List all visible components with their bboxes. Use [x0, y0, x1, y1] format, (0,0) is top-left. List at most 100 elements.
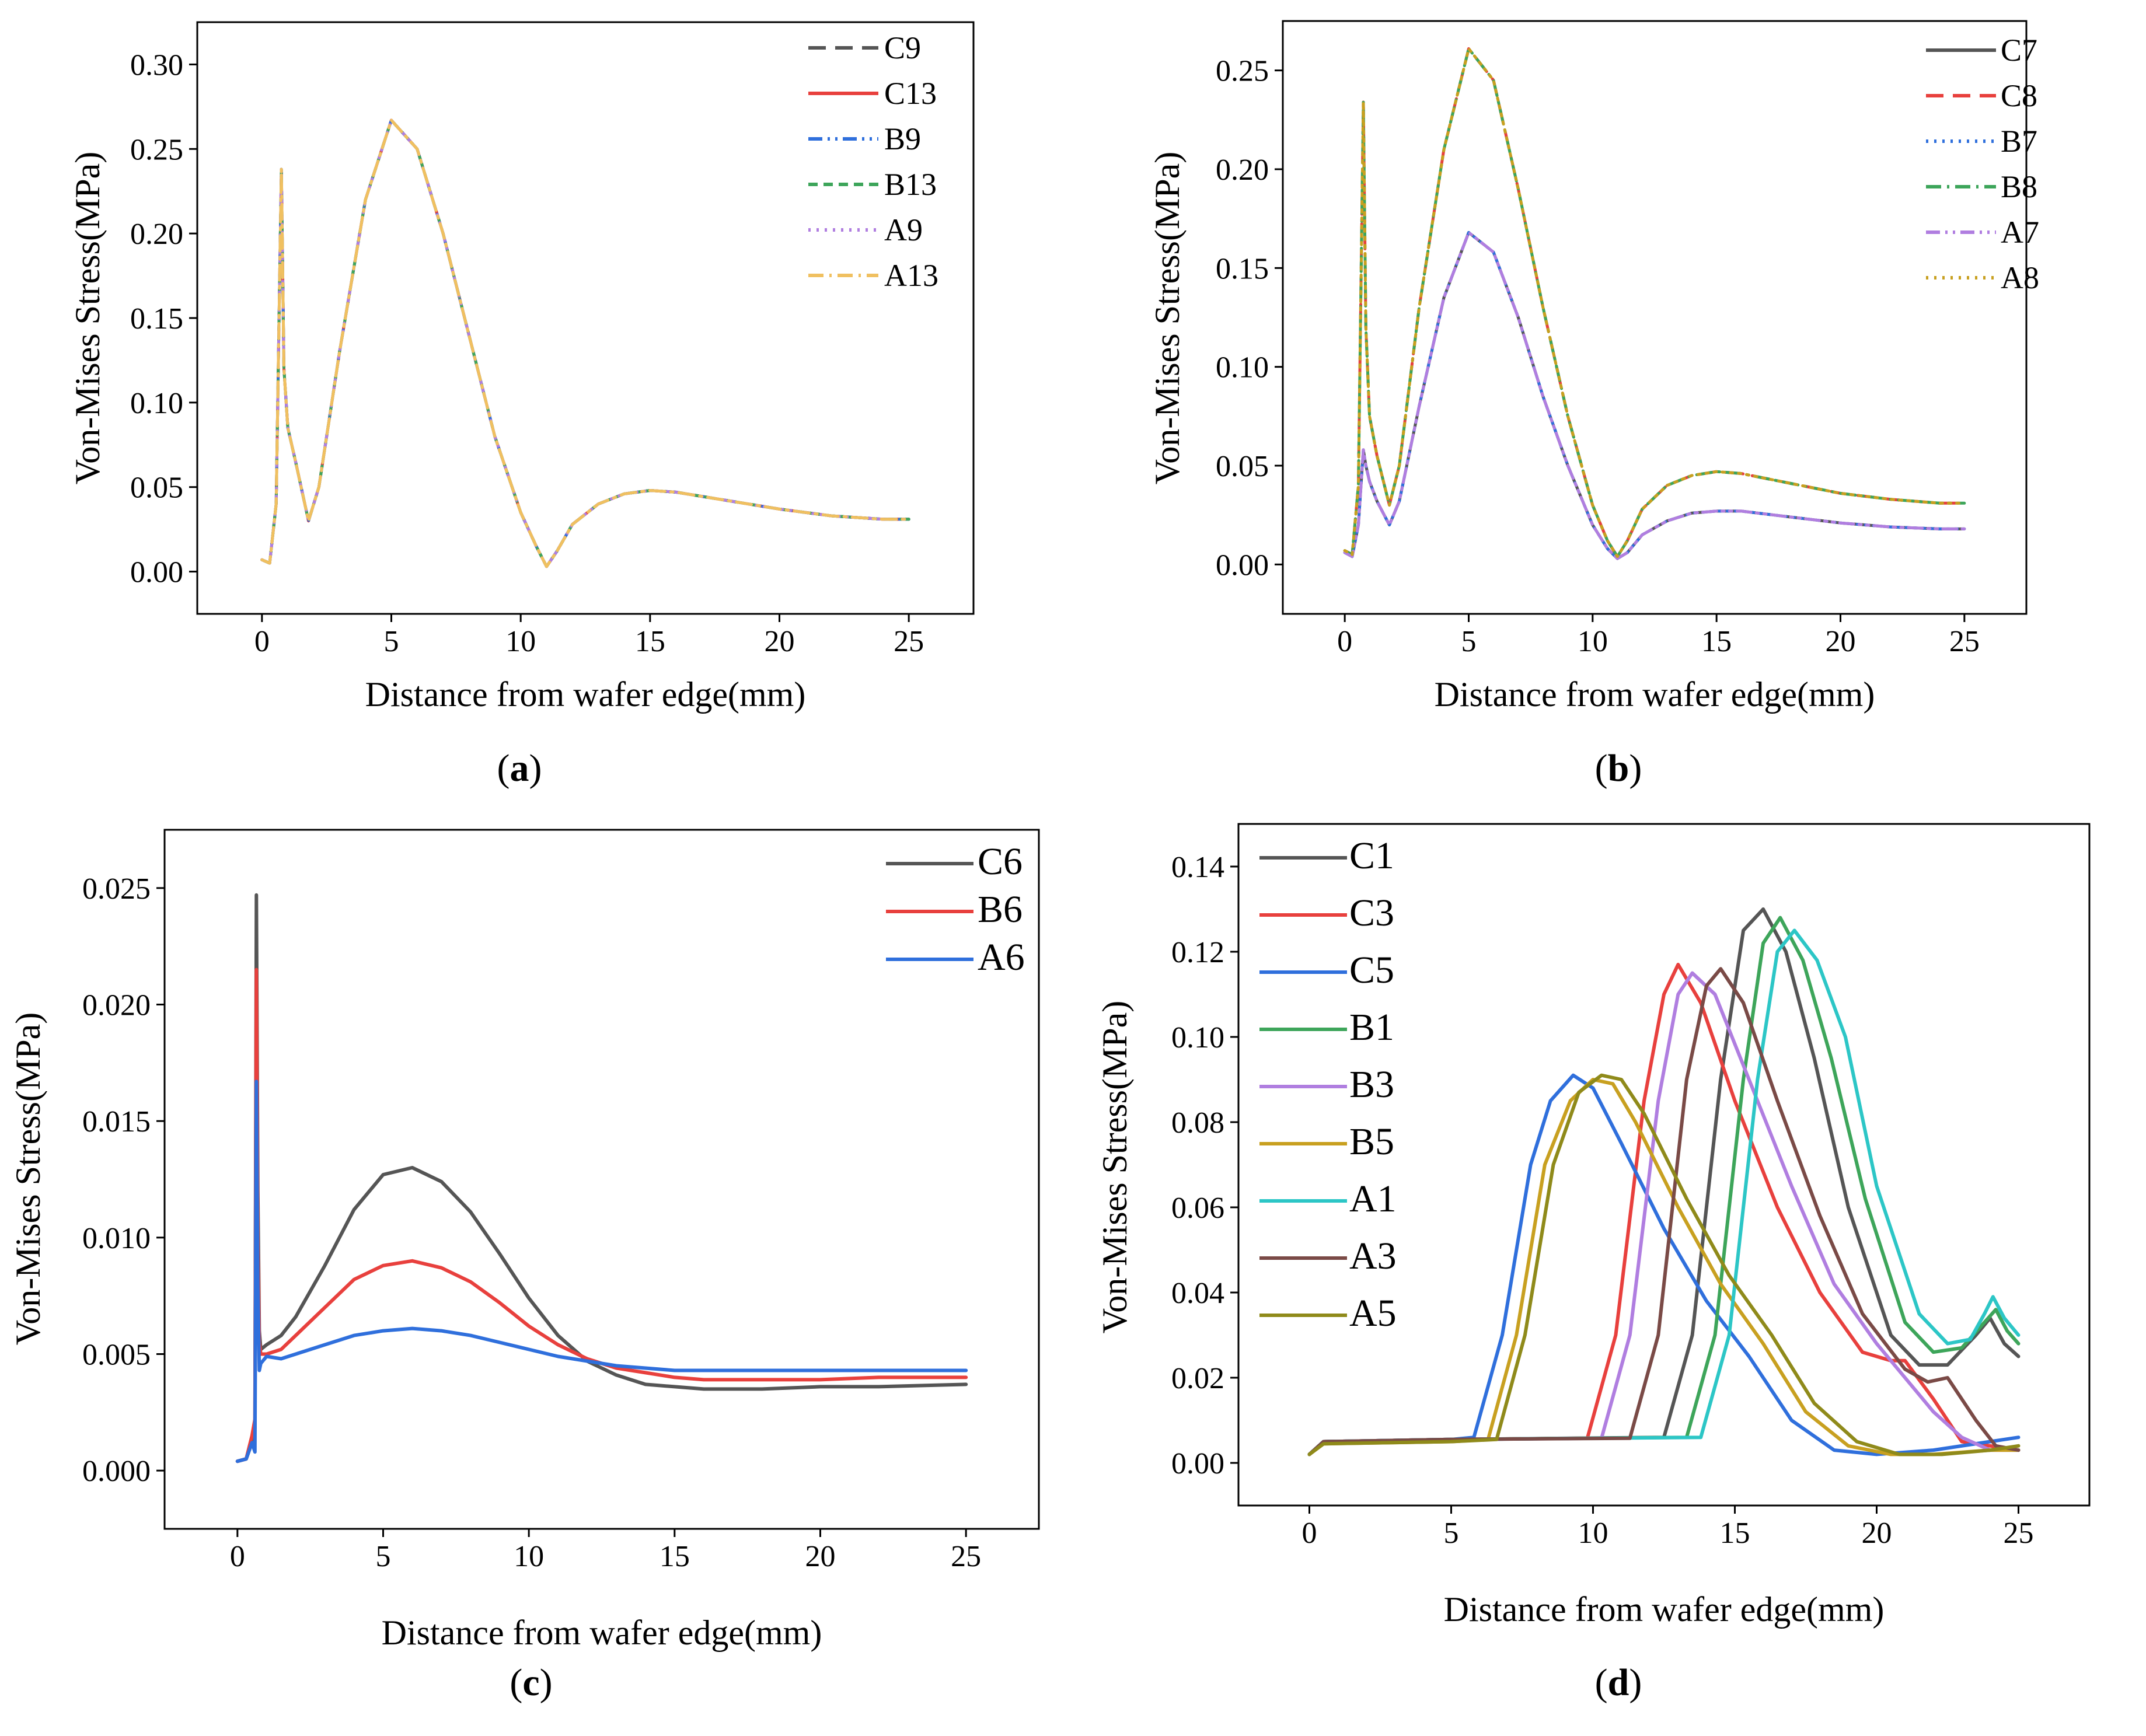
- plot-frame: [1237, 823, 2091, 1507]
- x-tick-label: 0: [254, 625, 270, 658]
- y-tick-label: 0.025: [82, 872, 151, 906]
- y-axis-label: Von-Mises Stress(MPa): [9, 1012, 47, 1346]
- y-tick-label: 0.10: [1216, 351, 1269, 385]
- y-tick-label: 0.30: [130, 48, 183, 82]
- y-tick-label: 0.25: [130, 133, 183, 166]
- legend: C9 C13 B9 B13 A9 A13: [808, 30, 938, 293]
- x-tick-label: 5: [384, 625, 399, 658]
- y-tick-label: 0.02: [1171, 1362, 1224, 1395]
- series-line-C5: [1307, 1073, 2021, 1456]
- x-tick-label: 20: [1826, 625, 1856, 658]
- y-tick-label: 0.08: [1171, 1106, 1224, 1140]
- caption-paren-open: (: [1595, 747, 1608, 790]
- x-tick-label: 5: [376, 1540, 391, 1573]
- x-tick-label: 15: [659, 1540, 690, 1573]
- legend-label-B6: B6: [978, 888, 1023, 931]
- legend-label-A3: A3: [1349, 1235, 1397, 1277]
- chart-panel-c: 0 5 10 15 20 25 0.000 0.005 0.010 0.015 0.020 0.025…: [9, 829, 1040, 1704]
- y-tick-label: 0.06: [1171, 1192, 1224, 1225]
- legend-label-A6: A6: [978, 936, 1025, 979]
- panel-caption: (a): [497, 747, 542, 790]
- x-tick-label: 20: [765, 625, 795, 658]
- x-tick-label: 15: [635, 625, 665, 658]
- y-axis-label: Von-Mises Stress(MPa): [1095, 1001, 1134, 1334]
- series-line-B5: [1307, 1078, 2021, 1456]
- caption-paren-open: (: [1595, 1661, 1608, 1704]
- legend-label-C8: C8: [2001, 78, 2037, 113]
- legend-label-B1: B1: [1349, 1006, 1394, 1049]
- legend-label-A9: A9: [884, 212, 923, 247]
- series-line-B9: [260, 118, 910, 568]
- y-tick-label: 0.04: [1171, 1277, 1224, 1310]
- series-line-B8: [1343, 47, 1966, 558]
- x-tick-label: 5: [1444, 1517, 1459, 1550]
- series-line-A8: [1343, 47, 1966, 558]
- y-tick-label: 0.20: [1216, 153, 1269, 187]
- y-tick-label: 0.25: [1216, 55, 1269, 88]
- x-tick-label: 25: [2004, 1517, 2034, 1550]
- series-lines: [260, 118, 910, 568]
- x-tick-label: 0: [1337, 625, 1352, 658]
- y-tick-label: 0.12: [1171, 936, 1224, 969]
- series-line-A13: [260, 118, 910, 568]
- series-line-B13: [260, 118, 910, 568]
- plot-frame: [163, 829, 1040, 1530]
- series-lines: [235, 893, 968, 1463]
- x-tick-label: 25: [951, 1540, 981, 1573]
- caption-letter: c: [522, 1661, 539, 1704]
- x-tick-label: 10: [1578, 1517, 1608, 1550]
- x-tick-label: 25: [894, 625, 924, 658]
- y-tick-label: 0.000: [82, 1455, 151, 1488]
- x-tick-label: 20: [1862, 1517, 1892, 1550]
- caption-letter: d: [1608, 1661, 1629, 1704]
- series-line-A5: [1307, 1073, 2021, 1456]
- series-line-B3: [1307, 971, 2021, 1456]
- plot-frame: [196, 21, 975, 615]
- y-tick-label: 0.00: [1216, 549, 1269, 582]
- caption-paren-close: ): [540, 1661, 553, 1704]
- series-line-C7: [1343, 230, 1966, 560]
- y-tick-label: 0.05: [130, 471, 183, 505]
- series-line-A7: [1343, 230, 1966, 560]
- legend-label-B3: B3: [1349, 1063, 1394, 1106]
- series-line-C6: [235, 893, 968, 1463]
- legend-label-B8: B8: [2001, 169, 2037, 204]
- legend-label-C7: C7: [2001, 33, 2037, 68]
- x-axis-label: Distance from wafer edge(mm): [1444, 1590, 1885, 1629]
- series-line-C9: [260, 118, 910, 568]
- y-tick-label: 0.10: [1171, 1021, 1224, 1054]
- series-lines: [1307, 907, 2021, 1456]
- series-line-A3: [1307, 967, 2021, 1456]
- legend: C1 C3 C5 B1 B3 B5 A1 A3 A5: [1259, 834, 1397, 1335]
- x-tick-label: 15: [1720, 1517, 1750, 1550]
- legend-label-C1: C1: [1349, 834, 1394, 877]
- legend-label-A8: A8: [2001, 260, 2039, 295]
- y-tick-label: 0.15: [1216, 252, 1269, 285]
- y-tick-label: 0.20: [130, 218, 183, 251]
- legend: C6 B6 A6: [886, 840, 1025, 979]
- legend-label-C3: C3: [1349, 892, 1394, 934]
- legend-label-B5: B5: [1349, 1120, 1394, 1163]
- caption-paren-open: (: [497, 747, 510, 790]
- x-tick-label: 0: [1302, 1517, 1317, 1550]
- y-tick-label: 0.05: [1216, 450, 1269, 483]
- x-tick-label: 20: [805, 1540, 836, 1573]
- legend-label-C9: C9: [884, 30, 921, 65]
- y-axis-label: Von-Mises Stress(MPa): [1148, 152, 1187, 485]
- x-tick-label: 5: [1461, 625, 1477, 658]
- series-line-C8: [1343, 47, 1966, 558]
- x-tick-label: 25: [1949, 625, 1980, 658]
- legend-label-C5: C5: [1349, 949, 1394, 991]
- chart-panel-a: 0 5 10 15 20 25 0.00 0.05 0.10 0.15 0.20 0.25 0.30 Di…: [68, 21, 975, 790]
- legend-label-B9: B9: [884, 121, 921, 156]
- plot-frame: [1282, 20, 2028, 615]
- legend-label-C6: C6: [978, 840, 1023, 883]
- series-line-B7: [1343, 230, 1966, 560]
- series-line-C3: [1307, 962, 2021, 1456]
- chart-panel-d: 0 5 10 15 20 25 0.00 0.02 0.04 0.06 0.08 0.10 0.12 0.…: [1095, 823, 2091, 1704]
- series-line-A9: [260, 118, 910, 568]
- caption-paren-close: ): [529, 747, 542, 790]
- y-tick-label: 0.00: [1171, 1447, 1224, 1480]
- y-tick-label: 0.00: [130, 556, 183, 589]
